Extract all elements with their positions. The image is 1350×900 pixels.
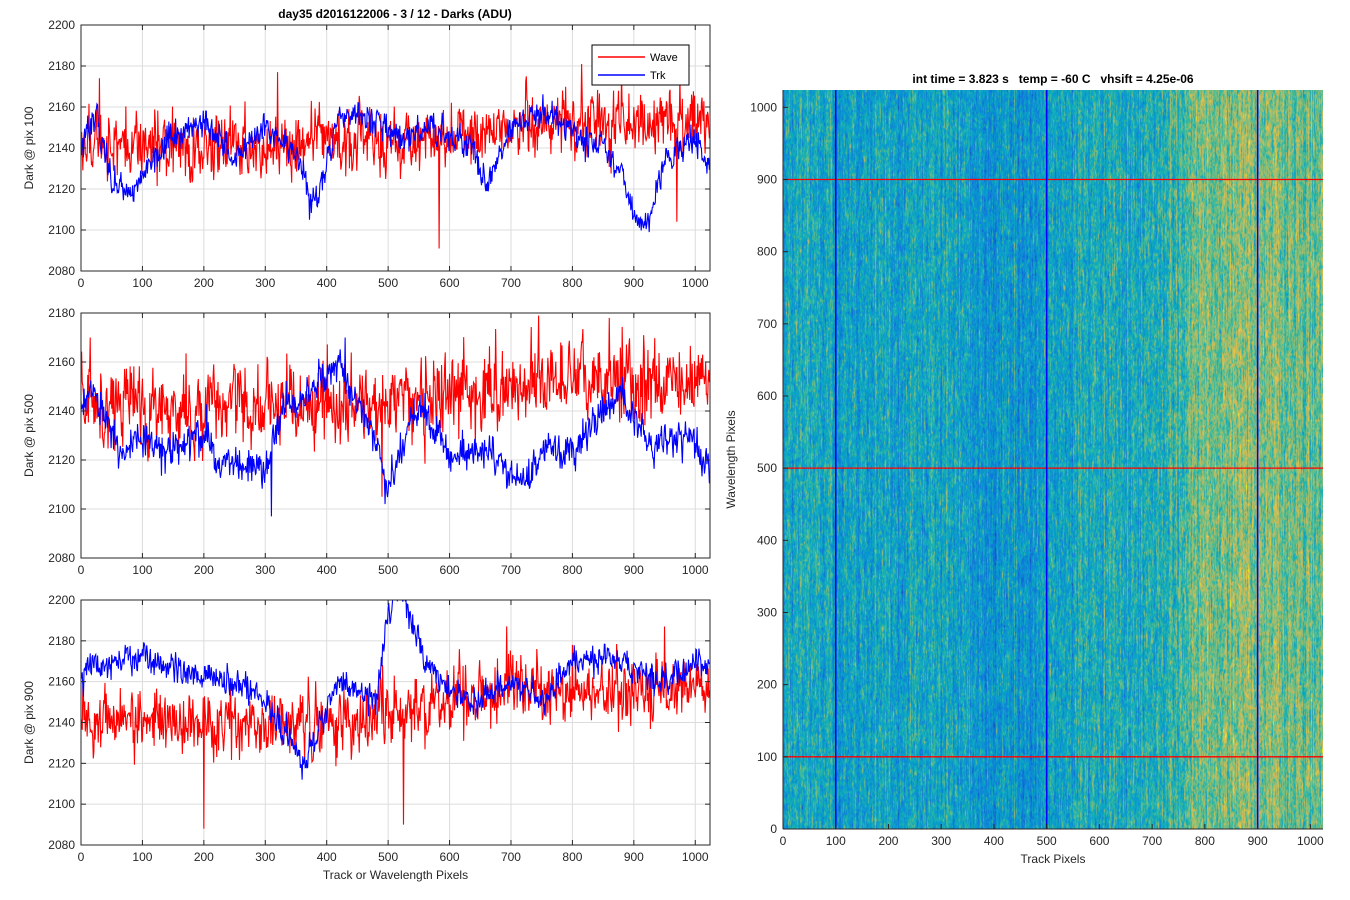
x-tick-label: 400	[317, 563, 337, 577]
x-tick-label: 800	[562, 563, 582, 577]
x-tick-label: 0	[780, 834, 787, 848]
x-tick-label: 1000	[1297, 834, 1324, 848]
x-tick-label: 900	[624, 563, 644, 577]
x-tick-label: 500	[1037, 834, 1057, 848]
y-tick-label: 2140	[48, 716, 75, 730]
x-tick-label: 700	[501, 563, 521, 577]
x-tick-label: 1000	[682, 850, 709, 864]
x-tick-label: 700	[501, 850, 521, 864]
y-tick-label: 2140	[48, 404, 75, 418]
x-tick-label: 600	[440, 276, 460, 290]
y-axis-label: Dark @ pix 100	[22, 106, 36, 189]
x-tick-label: 700	[501, 276, 521, 290]
x-tick-label: 400	[317, 850, 337, 864]
y-tick-label: 0	[770, 822, 777, 836]
x-tick-label: 700	[1142, 834, 1162, 848]
y-tick-label: 900	[757, 172, 777, 186]
y-axis-label: Dark @ pix 900	[22, 681, 36, 764]
x-tick-label: 200	[194, 563, 214, 577]
x-tick-label: 0	[78, 563, 85, 577]
y-tick-label: 600	[757, 389, 777, 403]
x-tick-label: 1000	[682, 276, 709, 290]
x-tick-label: 500	[378, 563, 398, 577]
y-tick-label: 2100	[48, 797, 75, 811]
x-tick-label: 900	[624, 850, 644, 864]
x-tick-label: 0	[78, 276, 85, 290]
dark-pix-500-plot: 0 100 200 300 400 500 600 700 800 900 1000 2080 2100…	[22, 306, 711, 577]
y-tick-label: 800	[757, 245, 777, 259]
series-line-wave	[81, 626, 710, 829]
heatmap-title: int time = 3.823 s temp = -60 C vhsift =…	[912, 72, 1193, 86]
y-tick-label: 2140	[48, 141, 75, 155]
axes-box	[80, 312, 711, 559]
x-tick-label: 100	[132, 276, 152, 290]
series-line-wave	[81, 315, 710, 497]
x-tick-label: 300	[931, 834, 951, 848]
x-tick-label: 100	[132, 850, 152, 864]
x-tick-label: 100	[826, 834, 846, 848]
y-tick-label: 2120	[48, 453, 75, 467]
x-axis-label: Track or Wavelength Pixels	[323, 868, 468, 882]
x-tick-label: 200	[878, 834, 898, 848]
y-tick-label: 2080	[48, 551, 75, 565]
y-tick-label: 2120	[48, 756, 75, 770]
y-tick-label: 400	[757, 533, 777, 547]
x-tick-label: 800	[562, 850, 582, 864]
y-tick-label: 200	[757, 678, 777, 692]
x-tick-label: 800	[1195, 834, 1215, 848]
y-tick-label: 2180	[48, 634, 75, 648]
x-tick-label: 500	[378, 276, 398, 290]
x-tick-label: 300	[255, 276, 275, 290]
y-tick-label: 2080	[48, 838, 75, 852]
series-line-trk	[81, 94, 710, 233]
x-tick-label: 100	[132, 563, 152, 577]
y-tick-label: 2160	[48, 675, 75, 689]
x-tick-label: 200	[194, 850, 214, 864]
x-tick-label: 500	[378, 850, 398, 864]
y-tick-label: 2180	[48, 59, 75, 73]
dark-image-plot: 0 100 200 300 400 500 600 700 800 900 1000 0 100 200 3…	[724, 72, 1324, 866]
y-tick-label: 100	[757, 750, 777, 764]
y-tick-label: 1000	[750, 100, 777, 114]
y-tick-label: 2160	[48, 100, 75, 114]
y-tick-label: 2120	[48, 182, 75, 196]
x-tick-label: 600	[440, 850, 460, 864]
x-tick-label: 300	[255, 850, 275, 864]
y-tick-label: 2100	[48, 502, 75, 516]
x-tick-label: 600	[440, 563, 460, 577]
dark-image-raster	[783, 90, 1323, 829]
legend-wave-label: Wave	[650, 52, 678, 64]
legend-trk-label: Trk	[650, 70, 666, 82]
x-tick-label: 800	[562, 276, 582, 290]
x-tick-label: 400	[317, 276, 337, 290]
legend-box	[591, 44, 690, 86]
x-tick-label: 600	[1089, 834, 1109, 848]
x-tick-label: 300	[255, 563, 275, 577]
series-line-wave	[81, 63, 710, 249]
y-axis-label: Dark @ pix 500	[22, 394, 36, 477]
x-tick-label: 200	[194, 276, 214, 290]
x-tick-label: 1000	[682, 563, 709, 577]
y-tick-label: 2080	[48, 264, 75, 278]
y-tick-label: 300	[757, 605, 777, 619]
y-tick-label: 700	[757, 317, 777, 331]
y-tick-label: 2160	[48, 355, 75, 369]
series-line-trk	[81, 600, 710, 780]
x-tick-label: 900	[1248, 834, 1268, 848]
y-tick-label: 2200	[48, 18, 75, 32]
y-tick-label: 2100	[48, 223, 75, 237]
y-tick-label: 2200	[48, 593, 75, 607]
dark-pix-900-plot: 0 100 200 300 400 500 600 700 800 900 1000 2080 2100…	[22, 593, 711, 882]
legend: Wave Trk	[591, 44, 690, 86]
y-tick-label: 2180	[48, 306, 75, 320]
x-tick-label: 0	[78, 850, 85, 864]
x-tick-label: 900	[624, 276, 644, 290]
y-tick-label: 500	[757, 461, 777, 475]
x-axis-label: Track Pixels	[1021, 852, 1086, 866]
x-tick-label: 400	[984, 834, 1004, 848]
series-line-trk	[81, 337, 710, 517]
figure-title: day35 d2016122006 - 3 / 12 - Darks (ADU)	[278, 7, 511, 21]
y-axis-label: Wavelength Pixels	[724, 410, 738, 508]
